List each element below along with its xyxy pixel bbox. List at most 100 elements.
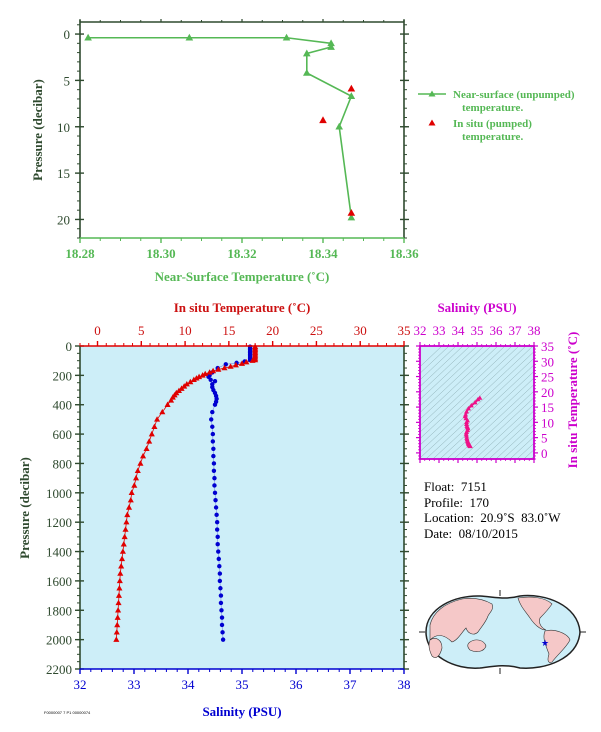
top-plot-area xyxy=(80,22,404,238)
density-contour xyxy=(420,346,513,433)
density-contour xyxy=(420,346,506,426)
legend-unpumped-marker xyxy=(428,90,436,97)
temperature-axis-title: In situ Temperature (˚C) xyxy=(174,300,311,315)
pumped-temperature-point xyxy=(347,208,356,216)
top-x-tick-label: 18.32 xyxy=(227,246,256,261)
unpumped-temperature-point xyxy=(282,33,291,41)
profile-number: Profile: 170 xyxy=(424,494,489,510)
unpumped-temperature-point xyxy=(185,33,194,41)
salinity-point xyxy=(216,556,221,562)
temperature-point xyxy=(128,489,135,496)
top-y-axis-label: Pressure (decibar) xyxy=(30,79,45,181)
temperature-point xyxy=(249,357,256,363)
salinity-point xyxy=(211,468,217,473)
salinity-point xyxy=(211,453,216,459)
unpumped-temperature-point xyxy=(84,33,92,41)
temperature-point xyxy=(115,599,122,606)
density-contour xyxy=(516,442,534,459)
salinity-point xyxy=(220,637,226,642)
temperature-point xyxy=(221,364,228,371)
salinity-point xyxy=(215,534,220,540)
salinity-point xyxy=(213,497,218,503)
ts-point xyxy=(468,402,474,408)
temperature-point xyxy=(227,363,234,369)
density-contour xyxy=(495,423,534,459)
temperature-tick-label: 20 xyxy=(266,323,279,338)
top-y-tick-label: 20 xyxy=(57,212,70,227)
ts-point xyxy=(464,421,470,427)
temperature-point xyxy=(146,438,153,444)
salinity-point xyxy=(210,439,216,444)
temperature-point xyxy=(178,385,185,391)
unpumped-temperature-point xyxy=(347,213,356,221)
profile-y-axis-label: Pressure (decibar) xyxy=(17,457,32,559)
salinity-point xyxy=(219,608,224,613)
salinity-axis-label: Salinity (PSU) xyxy=(202,704,281,719)
profile-y-tick-label: 1200 xyxy=(46,515,72,530)
pumped-temperature-point xyxy=(347,84,356,92)
unpumped-temperature-line xyxy=(88,36,353,218)
salinity-point xyxy=(217,571,223,576)
ts-point xyxy=(467,443,473,449)
temperature-tick-label: 0 xyxy=(94,323,101,338)
ts-x-tick-label: 38 xyxy=(528,323,541,338)
salinity-point xyxy=(212,483,217,488)
salinity-point xyxy=(218,600,224,606)
unpumped-temperature-point xyxy=(335,122,343,130)
temperature-point xyxy=(113,636,120,642)
temperature-point xyxy=(187,378,194,385)
ts-salinity-title: Salinity (PSU) xyxy=(437,300,516,315)
legend-pumped-marker xyxy=(428,119,436,126)
top-y-tick-label: 0 xyxy=(64,27,71,42)
density-contour xyxy=(420,346,492,413)
ts-x-tick-label: 35 xyxy=(471,323,484,338)
salinity-point xyxy=(210,409,215,415)
density-contour xyxy=(453,384,534,459)
salinity-ticks: 32 33 34 35 36 37 38 xyxy=(74,669,411,692)
legend-unpumped-label-2: temperature. xyxy=(462,102,523,114)
top-x-ticks: 18.28 18.30 18.32 18.34 18.36 xyxy=(65,19,419,261)
salinity-point xyxy=(217,578,223,584)
temperature-point xyxy=(206,369,213,375)
salinity-point xyxy=(208,377,213,382)
temperature-point xyxy=(118,555,126,562)
salinity-point xyxy=(210,424,215,429)
density-contour xyxy=(420,346,527,446)
ts-y-tick-label: 10 xyxy=(541,415,554,430)
profile-y-tick-label: 2000 xyxy=(46,633,72,648)
density-contour xyxy=(420,346,443,367)
temperature-point xyxy=(183,380,190,387)
ts-temperature-label: In situ Temperature (˚C) xyxy=(565,332,580,469)
ts-point xyxy=(464,409,470,414)
top-x-tick-label: 18.30 xyxy=(146,246,175,261)
temperature-point xyxy=(119,548,126,554)
top-y-tick-label: 5 xyxy=(64,73,71,88)
temperature-point xyxy=(133,474,140,481)
salinity-point xyxy=(211,461,217,466)
salinity-tick-label: 36 xyxy=(290,677,304,692)
legend-pumped-label-2: temperature. xyxy=(462,131,523,143)
unpumped-temperature-point xyxy=(303,68,311,76)
temperature-point xyxy=(215,366,222,372)
temperature-point xyxy=(115,607,122,613)
temperature-tick-label: 10 xyxy=(179,323,192,338)
density-contour xyxy=(420,346,478,400)
temperature-point xyxy=(210,367,217,374)
density-contours xyxy=(420,346,534,459)
ts-point xyxy=(472,399,478,405)
temperature-point xyxy=(232,361,239,368)
temperature-point xyxy=(123,518,130,525)
ts-x-tick-label: 33 xyxy=(433,323,446,338)
temperature-tick-label: 5 xyxy=(138,323,145,338)
temperature-point xyxy=(116,585,123,591)
density-contour xyxy=(474,403,534,459)
ts-x-tick-label: 36 xyxy=(490,323,504,338)
location: Location: 20.9˚S 83.0˚W xyxy=(424,510,561,525)
ts-point xyxy=(475,396,481,402)
ts-salinity-ticks: 32 33 34 35 36 37 38 xyxy=(414,323,541,463)
salinity-point xyxy=(212,490,218,496)
temperature-point xyxy=(143,445,150,452)
profile-chart: 0200400600800100012001400160018002000220… xyxy=(17,300,411,719)
ts-y-tick-label: 20 xyxy=(541,385,554,400)
top-series xyxy=(84,33,356,221)
